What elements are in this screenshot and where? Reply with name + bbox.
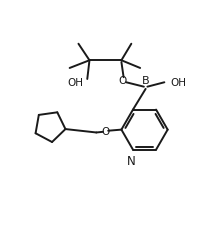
Text: O: O bbox=[101, 126, 110, 136]
Text: B: B bbox=[142, 76, 149, 86]
Text: N: N bbox=[127, 154, 136, 167]
Text: OH: OH bbox=[68, 78, 84, 88]
Text: O: O bbox=[119, 75, 127, 85]
Text: OH: OH bbox=[171, 78, 186, 88]
